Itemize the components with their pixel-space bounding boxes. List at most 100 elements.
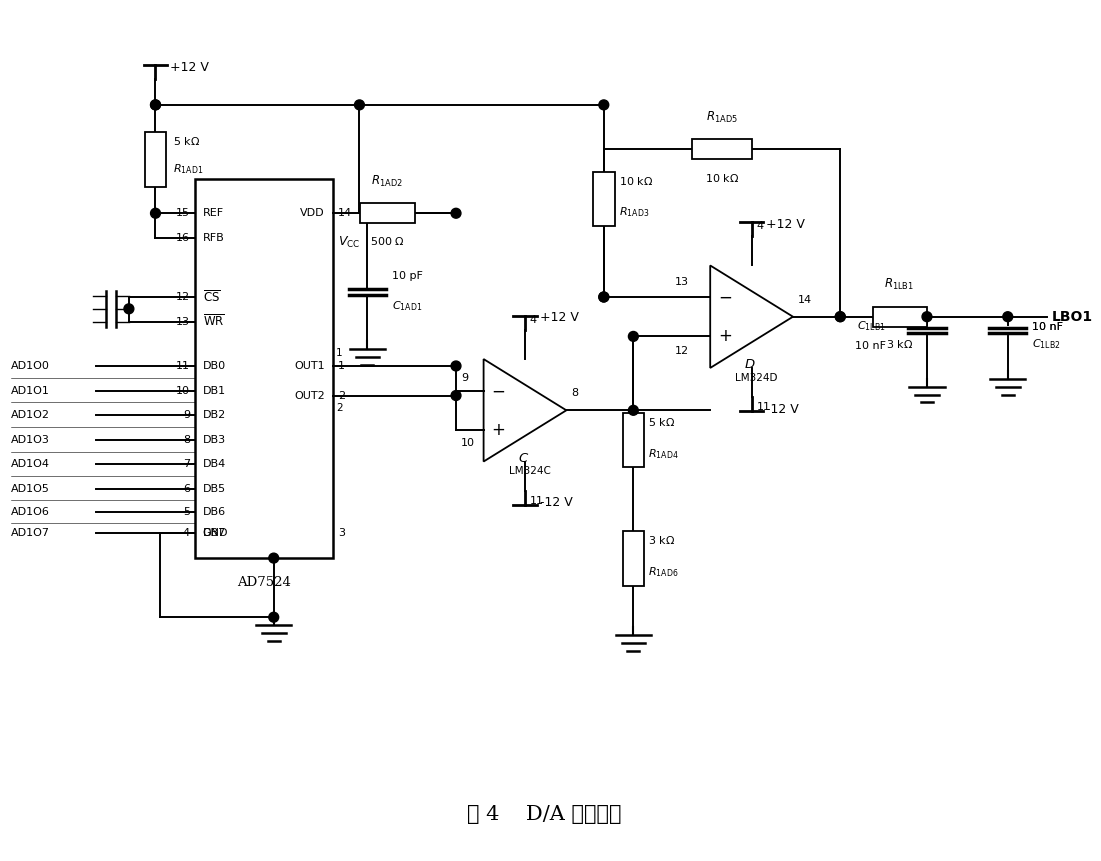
Text: DB6: DB6 [203,507,226,517]
Text: LM324D: LM324D [735,373,777,383]
Text: 3 k$\Omega$: 3 k$\Omega$ [648,535,675,547]
Text: AD1O7: AD1O7 [11,529,50,538]
Circle shape [1003,312,1013,322]
Text: 9: 9 [461,373,468,382]
Text: 5 k$\Omega$: 5 k$\Omega$ [648,416,675,428]
Text: $R_{\mathsf{1AD5}}$: $R_{\mathsf{1AD5}}$ [706,109,738,125]
Text: 13: 13 [675,277,688,287]
Text: 12: 12 [675,346,688,356]
Circle shape [629,331,639,341]
Text: VDD: VDD [301,208,325,218]
Text: 10 k$\Omega$: 10 k$\Omega$ [619,175,653,187]
Text: 10 k$\Omega$: 10 k$\Omega$ [705,172,739,184]
Text: 8: 8 [183,435,190,445]
Text: 11: 11 [756,402,771,412]
Text: DB5: DB5 [203,484,226,494]
Text: 10 nF: 10 nF [1033,321,1064,331]
Text: 12: 12 [176,292,190,302]
Bar [873,307,927,326]
Text: 7: 7 [183,460,190,469]
Circle shape [269,612,279,623]
Text: 2: 2 [336,404,342,413]
Text: DB2: DB2 [203,410,226,420]
Text: DB4: DB4 [203,460,226,469]
Text: $C_{\mathsf{1LB2}}$: $C_{\mathsf{1LB2}}$ [1033,338,1061,351]
Text: 13: 13 [176,317,190,326]
Bar [360,203,415,223]
Circle shape [151,208,161,218]
Text: $R_{\mathsf{1AD6}}$: $R_{\mathsf{1AD6}}$ [648,565,678,579]
Text: $R_{\mathsf{1AD2}}$: $R_{\mathsf{1AD2}}$ [371,174,403,189]
Text: REF: REF [203,208,224,218]
Bar [622,413,644,468]
Text: 10: 10 [176,386,190,395]
Text: 10 nF: 10 nF [1033,321,1064,331]
Text: 10: 10 [461,438,475,448]
Text: $\overline{\mathsf{CS}}$: $\overline{\mathsf{CS}}$ [203,289,220,305]
Text: $R_{\mathsf{1LB1}}$: $R_{\mathsf{1LB1}}$ [884,277,915,292]
Text: $V_{\mathsf{CC}}$: $V_{\mathsf{CC}}$ [338,235,360,250]
Text: DB7: DB7 [203,529,226,538]
Text: 11: 11 [176,361,190,371]
Text: 1: 1 [338,361,345,371]
Circle shape [124,304,134,313]
Text: AD1O0: AD1O0 [11,361,50,371]
Text: 9: 9 [183,410,190,420]
Text: $-$: $-$ [491,381,505,400]
Text: D: D [744,358,755,371]
Circle shape [151,100,161,110]
Text: 10 pF: 10 pF [392,271,423,282]
Text: LBO1: LBO1 [1053,310,1093,324]
Text: $R_{\mathsf{1AD3}}$: $R_{\mathsf{1AD3}}$ [619,206,648,220]
Text: 4: 4 [183,529,190,538]
Text: +12 V: +12 V [171,61,209,74]
Text: 14: 14 [798,294,813,305]
Bar [622,531,644,585]
Circle shape [451,208,461,218]
Text: $+$: $+$ [491,421,505,439]
Text: AD1O6: AD1O6 [11,507,50,517]
Text: DB0: DB0 [203,361,226,371]
Bar [593,172,614,226]
Text: AD1O3: AD1O3 [11,435,50,445]
Bar [195,179,333,558]
Bar [693,139,752,159]
Text: DB1: DB1 [203,386,226,395]
Text: DB3: DB3 [203,435,226,445]
Circle shape [599,292,609,302]
Circle shape [836,312,846,322]
Text: 15: 15 [176,208,190,218]
Text: 10 nF: 10 nF [854,341,885,351]
Text: +12 V: +12 V [766,218,805,231]
Text: 14: 14 [338,208,352,218]
Text: 图 4    D/A 转换电路: 图 4 D/A 转换电路 [468,805,622,824]
Text: 4: 4 [756,221,764,231]
Text: 3 k$\Omega$: 3 k$\Omega$ [886,338,913,350]
Text: 5: 5 [183,507,190,517]
Circle shape [922,312,931,322]
Text: 1: 1 [336,348,342,358]
Circle shape [599,292,609,302]
Text: 3: 3 [338,529,345,538]
Circle shape [355,100,364,110]
Text: $C_{\mathsf{1AD1}}$: $C_{\mathsf{1AD1}}$ [392,299,423,313]
Circle shape [629,406,639,415]
Text: -12 V: -12 V [539,497,573,510]
Text: AD1O4: AD1O4 [11,460,50,469]
Text: 6: 6 [183,484,190,494]
Text: RFB: RFB [203,232,225,243]
Text: C: C [519,452,527,465]
Text: +12 V: +12 V [539,311,579,325]
Text: 8: 8 [571,388,578,399]
Text: -12 V: -12 V [766,403,799,416]
Text: 11: 11 [530,496,544,506]
Text: $+$: $+$ [718,327,732,345]
Text: 4: 4 [530,314,537,325]
Text: 5 k$\Omega$: 5 k$\Omega$ [173,135,200,147]
Text: AD7524: AD7524 [237,576,291,589]
Circle shape [836,312,846,322]
Text: 16: 16 [176,232,190,243]
Text: $R_{\mathsf{1AD1}}$: $R_{\mathsf{1AD1}}$ [173,162,204,176]
Bar [144,133,166,187]
Text: $R_{\mathsf{1AD4}}$: $R_{\mathsf{1AD4}}$ [648,447,678,461]
